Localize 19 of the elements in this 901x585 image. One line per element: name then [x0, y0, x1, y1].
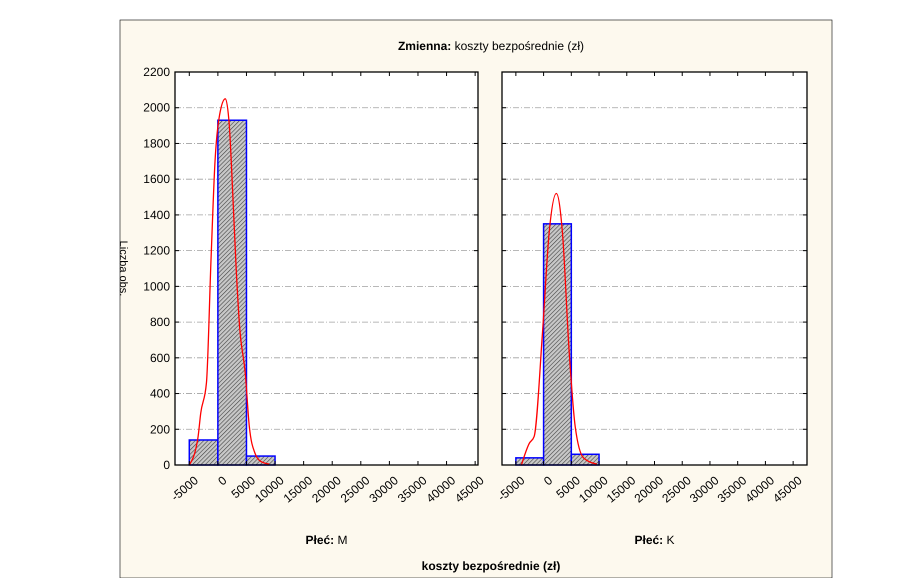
y-tick-label: 200 [150, 422, 170, 436]
y-tick-label: 2000 [143, 100, 170, 115]
y-tick-label: 400 [150, 386, 170, 401]
y-tick-label: 0 [163, 458, 170, 472]
text: Płeć: K [634, 533, 675, 547]
y-tick-label: 1000 [143, 279, 170, 294]
y-tick-label: 800 [150, 315, 170, 330]
y-tick-label: 2200 [143, 65, 170, 79]
x-axis-title: koszty bezpośrednie (zł) [422, 559, 560, 573]
y-tick-label: 1800 [143, 136, 170, 150]
text: Płeć: M [305, 533, 348, 547]
y-tick-label: 1200 [143, 244, 170, 258]
x-tick-label: 0 [215, 473, 230, 488]
y-tick-label: 1400 [143, 208, 170, 222]
x-tick-label: 0 [541, 473, 556, 488]
y-axis-title: Liczba obs. [117, 240, 129, 296]
y-tick-label: 600 [150, 350, 170, 365]
chart-title: Zmienna: koszty bezpośrednie (zł) [398, 39, 584, 53]
y-tick-label: 1600 [143, 172, 170, 186]
